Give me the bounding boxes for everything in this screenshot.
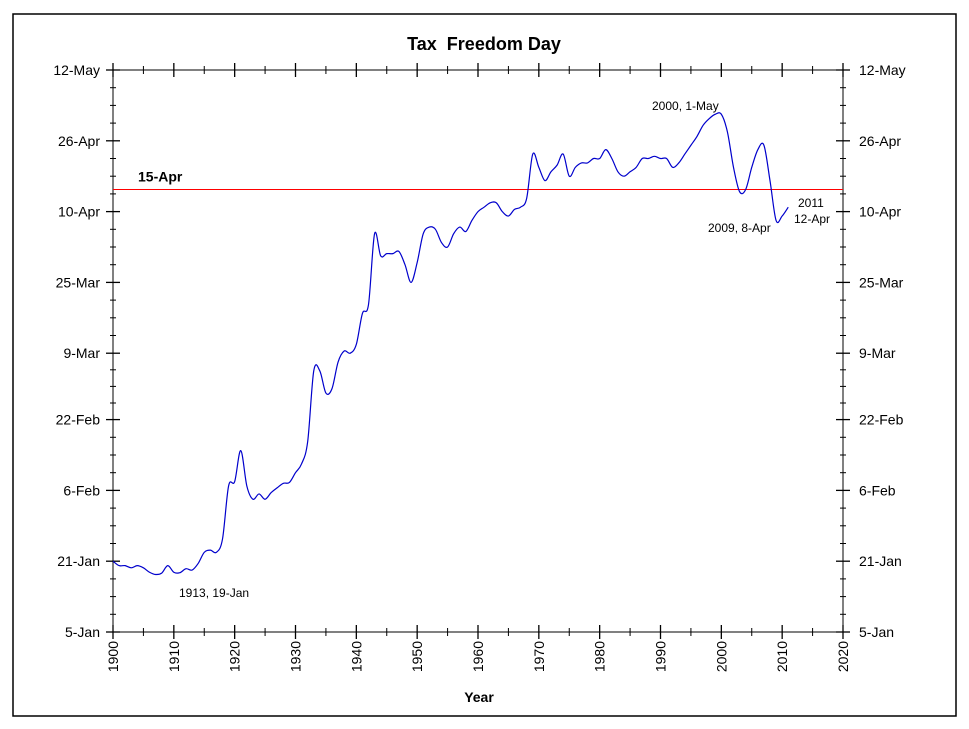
annotation-2011-year: 2011 [798,196,824,210]
y-tick-label-right: 26-Apr [859,133,901,149]
series-line-tax-freedom-day [112,112,789,576]
y-tick-label-left: 6-Feb [63,482,100,498]
x-tick-label: 2010 [774,641,790,672]
y-tick-label-left: 5-Jan [65,624,100,640]
outer-frame [12,13,957,717]
annotation-2009: 2009, 8-Apr [708,221,771,235]
y-tick-label-left: 25-Mar [56,274,101,290]
y-tick-label-right: 25-Mar [859,274,904,290]
y-tick-label-left: 9-Mar [63,345,100,361]
x-tick-label: 1900 [105,641,121,672]
y-axis-right-tick-labels: 5-Jan 21-Jan 6-Feb 22-Feb 9-Mar 25-Mar 10-Apr 2… [859,62,906,640]
x-tick-label: 1940 [348,641,364,672]
y-axis-left-tick-labels: 5-Jan 21-Jan 6-Feb 22-Feb 9-Mar 25-Mar 10-Apr 2… [53,62,100,640]
y-tick-label-right: 5-Jan [859,624,894,640]
y-tick-label-left: 10-Apr [58,204,100,220]
y-tick-label-right: 10-Apr [859,204,901,220]
chart-title: Tax Freedom Day [407,34,561,54]
annotation-2011-date: 12-Apr [794,212,830,226]
x-tick-label: 1960 [470,641,486,672]
x-tick-label: 1990 [653,641,669,672]
x-tick-label: 2000 [713,641,729,672]
x-axis-tick-labels: 1900 1910 1920 1930 1940 1950 1960 1970 1980 1990… [105,641,851,672]
x-tick-label: 1930 [288,641,304,672]
y-tick-label-left: 26-Apr [58,133,100,149]
x-axis-label: Year [464,689,494,705]
x-tick-label: 1970 [531,641,547,672]
annotation-2000-peak: 2000, 1-May [652,99,719,113]
x-tick-label: 1980 [592,641,608,672]
x-tick-label: 1950 [409,641,425,672]
x-tick-label: 2020 [835,641,851,672]
x-tick-label: 1910 [166,641,182,672]
y-tick-label-right: 21-Jan [859,553,902,569]
y-tick-label-left: 21-Jan [57,553,100,569]
y-tick-label-right: 6-Feb [859,482,896,498]
y-tick-label-right: 12-May [859,62,906,78]
y-tick-label-right: 9-Mar [859,345,896,361]
y-tick-label-right: 22-Feb [859,412,904,428]
axis-ticks [106,63,850,639]
y-tick-label-left: 22-Feb [56,412,101,428]
reference-line-label: 15-Apr [138,168,183,184]
x-tick-label: 1920 [227,641,243,672]
y-tick-label-left: 12-May [53,62,100,78]
annotation-1913-low: 1913, 19-Jan [179,586,249,600]
